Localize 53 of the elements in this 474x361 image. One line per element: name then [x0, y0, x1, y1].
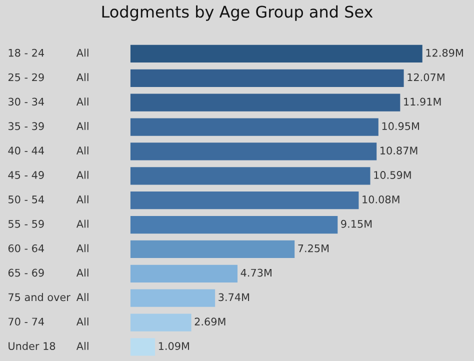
data-label: 9.15M	[341, 220, 372, 228]
y-tick-label: 55 - 59	[8, 220, 44, 228]
chart-title: Lodgments by Age Group and Sex	[102, 5, 373, 21]
y2-tick-label: All	[76, 342, 88, 350]
data-label: 10.08M	[362, 196, 400, 204]
y2-tick-label: All	[76, 244, 88, 252]
y2-tick-label: All	[76, 98, 88, 106]
data-label: 2.69M	[194, 318, 226, 326]
y-tick-label: 50 - 54	[8, 196, 44, 204]
data-label: 12.89M	[426, 48, 463, 57]
bar	[130, 192, 359, 210]
bar	[130, 44, 422, 63]
y2-tick-label: All	[76, 48, 88, 57]
y2-tick-label: All	[76, 293, 88, 301]
y-tick-label: 40 - 44	[8, 146, 44, 155]
bar	[130, 338, 156, 356]
data-label: 3.74M	[218, 293, 250, 302]
data-label: 1.09M	[158, 342, 189, 350]
bar	[130, 167, 370, 185]
y-tick-label: 70 - 74	[8, 318, 44, 326]
y2-tick-label: All	[76, 170, 88, 179]
y-tick-label: Under 18	[8, 342, 56, 350]
y2-tick-label: All	[76, 195, 88, 204]
data-label: 10.95M	[382, 122, 419, 130]
y2-tick-label: All	[76, 146, 88, 154]
y2-tick-label: All	[76, 73, 88, 82]
y-tick-label: 65 - 69	[8, 268, 44, 277]
bar	[130, 264, 238, 282]
bar	[130, 118, 378, 136]
y-tick-label: 30 - 34	[8, 98, 44, 106]
y2-tick-label: All	[76, 268, 88, 277]
bar	[130, 94, 400, 112]
data-label: 10.87M	[380, 146, 418, 155]
bar	[130, 314, 192, 332]
data-label: 7.25M	[298, 244, 329, 252]
bar	[130, 240, 295, 258]
y2-tick-label: All	[76, 122, 88, 130]
bar	[130, 289, 216, 307]
bar	[130, 216, 338, 234]
y-tick-label: 18 - 24	[8, 48, 44, 57]
y2-tick-label: All	[76, 318, 88, 326]
y-tick-label: 45 - 49	[8, 171, 44, 179]
data-label: 12.07M	[408, 73, 444, 82]
bar	[130, 142, 377, 160]
data-label: 4.73M	[240, 268, 272, 277]
y-tick-label: 60 - 64	[8, 244, 44, 252]
bar	[130, 69, 404, 87]
y-tick-label: 25 - 29	[8, 73, 44, 82]
y-tick-label: 75 and over	[8, 293, 70, 302]
data-label: 11.91M	[404, 98, 441, 106]
y2-tick-label: All	[76, 220, 88, 228]
y-tick-label: 35 - 39	[8, 122, 44, 130]
data-label: 10.59M	[374, 171, 411, 179]
